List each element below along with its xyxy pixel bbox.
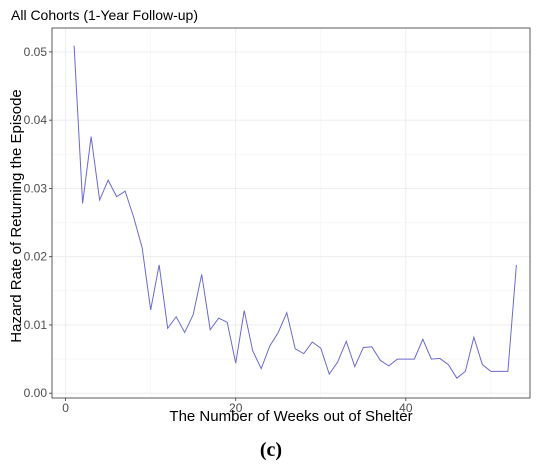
- x-tick-label: 0: [62, 401, 69, 415]
- x-tick-label: 40: [399, 401, 413, 415]
- y-tick-label: 0.02: [24, 250, 48, 264]
- y-tick-label: 0.03: [24, 181, 48, 195]
- y-axis-title: Hazard Rate of Returning the Episode: [8, 89, 25, 342]
- x-axis-ticks: 0 20 40: [62, 398, 413, 415]
- y-tick-label: 0.04: [24, 113, 48, 127]
- y-tick-label: 0.01: [24, 318, 48, 332]
- hazard-rate-line: [73, 45, 517, 379]
- panel-border: [51, 27, 531, 399]
- x-axis-title: The Number of Weeks out of Shelter: [169, 408, 412, 425]
- y-axis-ticks: 0.00 0.01 0.02 0.03 0.04 0.05: [24, 45, 52, 400]
- y-tick-label: 0.00: [24, 386, 48, 400]
- figure-caption: (c): [260, 439, 282, 461]
- major-gridlines: [52, 28, 530, 398]
- y-tick-label: 0.05: [24, 45, 48, 59]
- minor-gridlines: [52, 28, 530, 398]
- x-tick-label: 20: [229, 401, 243, 415]
- chart-title: All Cohorts (1-Year Follow-up): [11, 7, 198, 23]
